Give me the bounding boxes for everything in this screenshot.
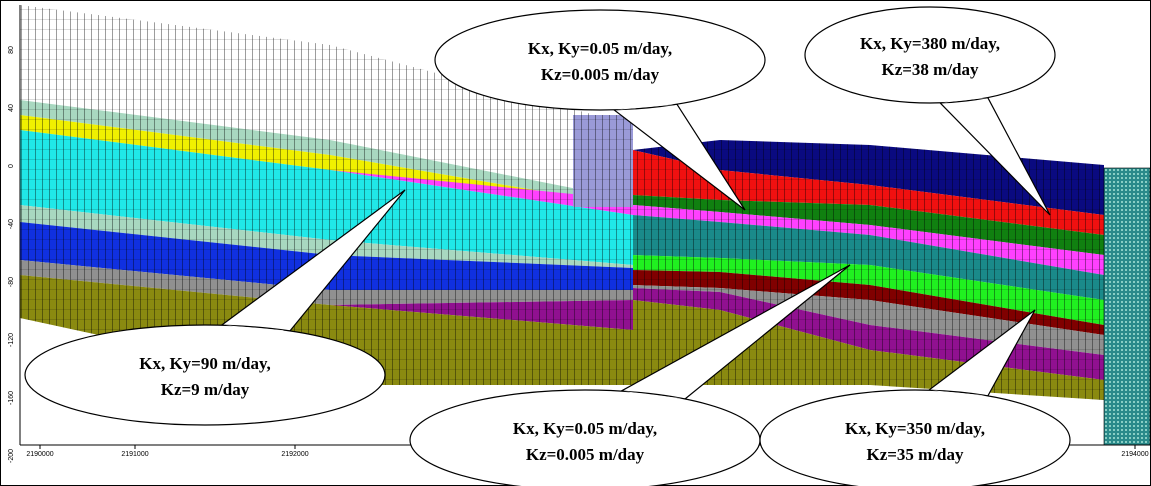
- callout-text: Kx, Ky=380 m/day,: [860, 34, 1000, 53]
- layers: [20, 5, 1104, 400]
- callout-text: Kx, Ky=0.05 m/day,: [528, 39, 672, 58]
- layer-grid: [20, 100, 633, 207]
- callout-join: [617, 104, 674, 110]
- callout-text: Kz=0.005 m/day: [526, 445, 645, 464]
- callout-text: Kx, Ky=350 m/day,: [845, 419, 985, 438]
- layer-grid: [633, 285, 1104, 355]
- layer-grid: [20, 275, 633, 385]
- callout: [24, 324, 386, 426]
- callout-join: [942, 98, 986, 103]
- x-tick-label: 2192000: [281, 451, 308, 458]
- layer-grid: [20, 275, 633, 330]
- y-tick-label: -120: [8, 333, 15, 347]
- y-tick-label: -80: [8, 277, 15, 287]
- layer-grid: [20, 260, 633, 305]
- layer-grid: [633, 205, 1104, 275]
- callout-join: [931, 390, 986, 396]
- callout: [409, 389, 761, 486]
- callout-join: [225, 325, 287, 331]
- layer-grid: [633, 215, 1104, 300]
- y-tick-label: -40: [8, 219, 15, 229]
- layer-grid: [20, 5, 633, 200]
- callout-text: Kz=0.005 m/day: [541, 65, 660, 84]
- x-tick-label: 2191000: [121, 451, 148, 458]
- layer-grid: [633, 140, 1104, 215]
- y-tick-label: 0: [8, 164, 15, 168]
- x-tick-label: 2194000: [1121, 451, 1148, 458]
- layer-grid: [20, 115, 633, 207]
- callout-join: [624, 391, 683, 399]
- layer-grid: [633, 195, 1104, 255]
- callout-text: Kz=35 m/day: [866, 445, 964, 464]
- layer-grid: [20, 205, 633, 268]
- callout-text: Kx, Ky=0.05 m/day,: [513, 419, 657, 438]
- callout-text: Kz=9 m/day: [161, 380, 250, 399]
- callout: [804, 6, 1056, 104]
- callout: [759, 389, 1071, 486]
- layer-grid: [633, 270, 1104, 335]
- ticks: 2190000 2191000 2192000 2194000 80 40 0 -40 -80 -…: [8, 46, 1149, 463]
- layer-grid: [20, 130, 633, 265]
- y-tick-label: -160: [8, 391, 15, 405]
- boundary-block: [1103, 167, 1151, 446]
- y-tick-label: 80: [8, 46, 15, 54]
- callout: [434, 9, 766, 111]
- y-tick-label: 40: [8, 104, 15, 112]
- layer-grid: [633, 150, 1104, 235]
- block-grid: [573, 115, 633, 207]
- y-tick-label: -200: [8, 449, 15, 463]
- callout-text: Kz=38 m/day: [881, 60, 979, 79]
- callouts: Kx, Ky=0.05 m/day, Kz=0.005 m/day Kx, Ky=3…: [24, 6, 1071, 486]
- callout-text: Kx, Ky=90 m/day,: [139, 354, 271, 373]
- layer-grid: [633, 255, 1104, 325]
- x-tick-label: 2190000: [26, 451, 53, 458]
